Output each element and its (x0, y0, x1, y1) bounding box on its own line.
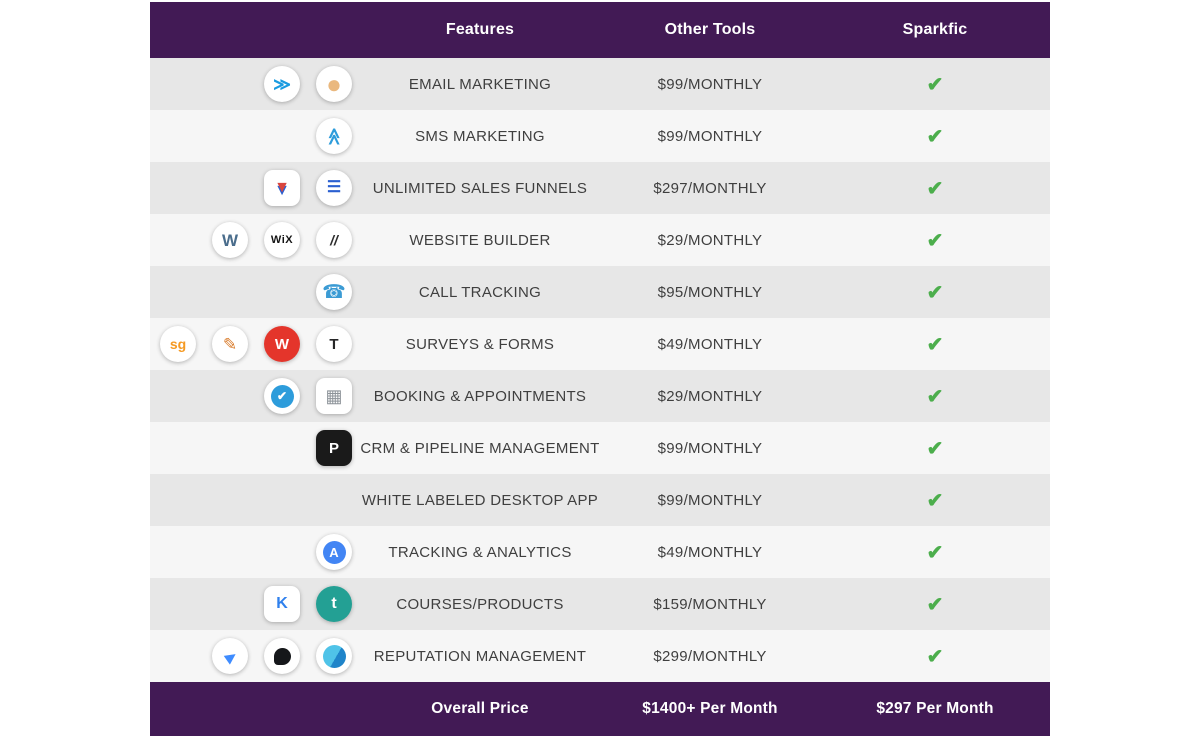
other-tools-price: $29/MONTHLY (657, 231, 763, 249)
other-tools-price: $99/MONTHLY (657, 491, 763, 509)
check-icon: ✔ (926, 125, 944, 148)
wave-circle-icon (316, 638, 352, 674)
other-tools-price: $95/MONTHLY (657, 283, 763, 301)
kajabi-icon: K (264, 586, 300, 622)
comparison-table: Features Other Tools Sparkfic ≫ ● EMAIL … (150, 2, 1050, 736)
table-row: K t COURSES/PRODUCTS $159/MONTHLY ✔ (150, 578, 1050, 630)
other-tools-price: $49/MONTHLY (657, 335, 763, 353)
stacked-layers-icon: ☰ (316, 170, 352, 206)
check-icon: ✔ (926, 593, 944, 616)
tool-icons: ☎ (150, 274, 360, 310)
check-icon: ✔ (926, 437, 944, 460)
table-row: ☎ CALL TRACKING $95/MONTHLY ✔ (150, 266, 1050, 318)
clickfunnels-icon: ▼ (264, 170, 300, 206)
table-header: Features Other Tools Sparkfic (150, 2, 1050, 58)
check-icon: ✔ (926, 281, 944, 304)
wufoo-icon: W (264, 326, 300, 362)
tool-icons: ▼ ☰ (150, 170, 360, 206)
table-row: ▶ REPUTATION MANAGEMENT $299/MONTHLY ✔ (150, 630, 1050, 682)
send-arrow-icon: ≫ (264, 66, 300, 102)
feature-label: CRM & PIPELINE MANAGEMENT (360, 439, 600, 457)
tool-icons: ≫ ● (150, 66, 360, 102)
header-sparkfic: Sparkfic (902, 21, 968, 38)
check-icon: ✔ (926, 333, 944, 356)
tool-icons: ✔ ▦ (150, 378, 360, 414)
chevrons-up-icon: ≫ (316, 118, 352, 154)
feature-label: REPUTATION MANAGEMENT (373, 647, 587, 665)
pipedrive-icon: P (316, 430, 352, 466)
feature-label: CALL TRACKING (418, 283, 542, 301)
teachable-icon: t (316, 586, 352, 622)
table-row: W WiX // WEBSITE BUILDER $29/MONTHLY ✔ (150, 214, 1050, 266)
tool-icons: W WiX // (150, 222, 360, 258)
check-circle-icon: ✔ (264, 378, 300, 414)
other-tools-price: $99/MONTHLY (657, 75, 763, 93)
table-row: P CRM & PIPELINE MANAGEMENT $99/MONTHLY … (150, 422, 1050, 474)
check-icon: ✔ (926, 541, 944, 564)
check-icon: ✔ (926, 489, 944, 512)
table-row: WHITE LABELED DESKTOP APP $99/MONTHLY ✔ (150, 474, 1050, 526)
wix-icon: WiX (264, 222, 300, 258)
tool-icons: K t (150, 586, 360, 622)
mailchimp-icon: ● (316, 66, 352, 102)
other-tools-price: $297/MONTHLY (653, 179, 767, 197)
other-tools-price: $99/MONTHLY (657, 439, 763, 457)
header-other-tools: Other Tools (664, 21, 756, 38)
check-icon: ✔ (926, 645, 944, 668)
table-row: ≫ ● EMAIL MARKETING $99/MONTHLY ✔ (150, 58, 1050, 110)
black-bubble-icon (264, 638, 300, 674)
header-features: Features (445, 21, 515, 38)
table-row: ✔ ▦ BOOKING & APPOINTMENTS $29/MONTHLY ✔ (150, 370, 1050, 422)
feature-label: SURVEYS & FORMS (405, 335, 555, 353)
pen-icon: ✎ (212, 326, 248, 362)
feature-label: WEBSITE BUILDER (409, 231, 551, 249)
other-tools-price: $49/MONTHLY (657, 543, 763, 561)
other-tools-price: $29/MONTHLY (657, 387, 763, 405)
other-tools-price: $99/MONTHLY (657, 127, 763, 145)
feature-label: SMS MARKETING (415, 127, 545, 145)
footer-sparkfic-total: $297 Per Month (876, 700, 994, 717)
calendar-icon: ▦ (316, 378, 352, 414)
footer-other-tools-total: $1400+ Per Month (642, 700, 778, 717)
table-row: A TRACKING & ANALYTICS $49/MONTHLY ✔ (150, 526, 1050, 578)
table-row: ≫ SMS MARKETING $99/MONTHLY ✔ (150, 110, 1050, 162)
bird-icon: ▶ (212, 638, 248, 674)
feature-label: TRACKING & ANALYTICS (388, 543, 572, 561)
feature-label: COURSES/PRODUCTS (396, 595, 564, 613)
table-footer: Overall Price $1400+ Per Month $297 Per … (150, 682, 1050, 736)
feature-label: WHITE LABELED DESKTOP APP (361, 491, 599, 509)
check-icon: ✔ (926, 385, 944, 408)
check-icon: ✔ (926, 229, 944, 252)
tool-icons: ▶ (150, 638, 360, 674)
tool-icons: ≫ (150, 118, 360, 154)
feature-label: UNLIMITED SALES FUNNELS (372, 179, 588, 197)
feature-label: BOOKING & APPOINTMENTS (373, 387, 587, 405)
wordpress-icon: W (212, 222, 248, 258)
tool-icons: A (150, 534, 360, 570)
other-tools-price: $159/MONTHLY (653, 595, 767, 613)
other-tools-price: $299/MONTHLY (653, 647, 767, 665)
typeform-icon: T (316, 326, 352, 362)
check-icon: ✔ (926, 73, 944, 96)
table-row: ▼ ☰ UNLIMITED SALES FUNNELS $297/MONTHLY… (150, 162, 1050, 214)
squarespace-icon: // (316, 222, 352, 258)
tool-icons: P (150, 430, 360, 466)
phone-icon: ☎ (316, 274, 352, 310)
check-icon: ✔ (926, 177, 944, 200)
tool-icons: sg ✎ W T (150, 326, 360, 362)
feature-label: EMAIL MARKETING (408, 75, 552, 93)
surveygizmo-icon: sg (160, 326, 196, 362)
footer-overall-price-label: Overall Price (431, 700, 529, 717)
table-row: sg ✎ W T SURVEYS & FORMS $49/MONTHLY ✔ (150, 318, 1050, 370)
analytics-icon: A (316, 534, 352, 570)
